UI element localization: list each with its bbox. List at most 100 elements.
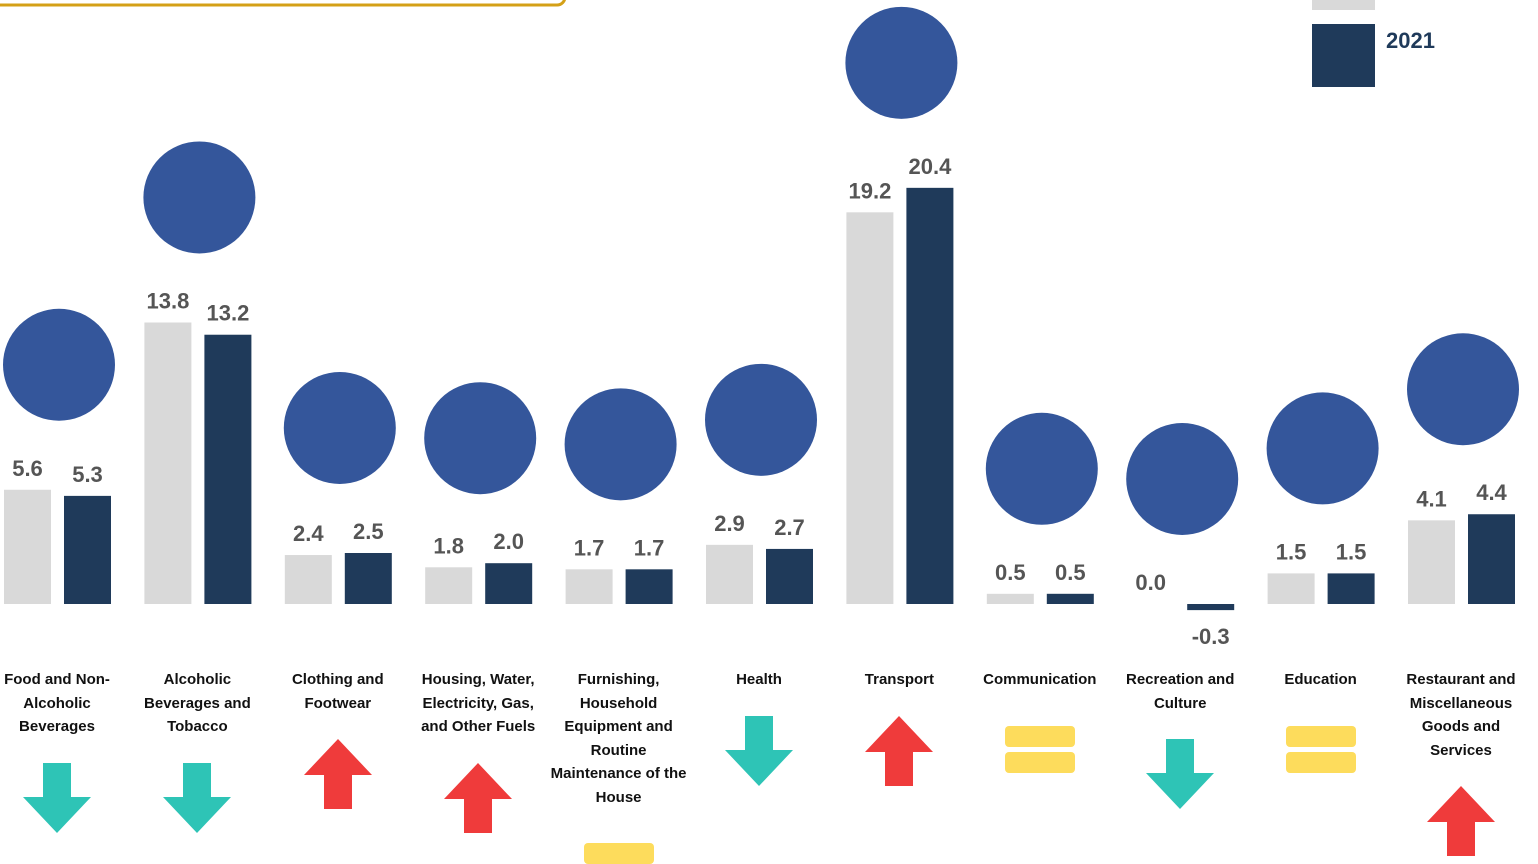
infographic: 5.65.313.813.22.42.51.82.01.71.72.92.719…	[0, 0, 1538, 864]
equal-bar	[1286, 726, 1356, 747]
trend-icon	[302, 737, 374, 811]
category-label: Communication	[983, 668, 1096, 692]
up-arrow	[865, 716, 933, 786]
bar	[566, 569, 613, 604]
category: Alcoholic Beverages and Tobacco	[128, 668, 266, 835]
trend-icon	[442, 761, 514, 835]
equal-bar	[1286, 752, 1356, 773]
value-label: 0.5	[995, 560, 1026, 585]
bar	[846, 212, 893, 604]
category-label: Food and Non-Alcoholic Beverages	[0, 668, 126, 739]
value-label: 1.7	[634, 535, 665, 560]
category-label: Alcoholic Beverages and Tobacco	[128, 668, 266, 739]
bar	[626, 569, 673, 604]
category: Restaurant and Miscellaneous Goods and S…	[1392, 668, 1530, 858]
category-icon	[3, 309, 115, 421]
category-label: Restaurant and Miscellaneous Goods and S…	[1392, 668, 1530, 762]
value-label: 2.9	[714, 511, 745, 536]
bar	[1187, 604, 1234, 610]
value-label: 4.4	[1476, 480, 1507, 505]
value-label: 2.0	[493, 529, 524, 554]
category: Food and Non-Alcoholic Beverages	[0, 668, 126, 835]
category-icon	[986, 413, 1098, 525]
category: Recreation and Culture	[1111, 668, 1249, 811]
up-arrow	[1427, 786, 1495, 856]
bar	[204, 335, 251, 604]
value-label: 2.4	[293, 521, 324, 546]
trend-icon	[21, 761, 93, 835]
value-label: 4.1	[1416, 486, 1447, 511]
equal-bar	[1005, 726, 1075, 747]
value-label: 1.7	[574, 535, 605, 560]
legend-swatch	[1312, 24, 1375, 87]
bar	[1408, 520, 1455, 604]
bar	[345, 553, 392, 604]
legend-swatch	[1312, 0, 1375, 10]
value-label: 1.5	[1336, 539, 1367, 564]
bar	[1328, 573, 1375, 604]
category-label: Health	[736, 668, 782, 692]
value-label: 2.5	[353, 519, 384, 544]
value-label: 2.7	[774, 515, 805, 540]
value-label: 5.6	[12, 456, 43, 481]
down-arrow	[1146, 739, 1214, 809]
bar	[485, 563, 532, 604]
value-label: -0.3	[1192, 624, 1230, 649]
category-icon	[424, 382, 536, 494]
value-label: 1.5	[1276, 539, 1307, 564]
down-arrow	[23, 763, 91, 833]
category-label: Education	[1284, 668, 1357, 692]
value-label: 20.4	[908, 154, 952, 179]
category-label: Furnishing, Household Equipment and Rout…	[550, 668, 688, 809]
category: Housing, Water, Electricity, Gas, and Ot…	[409, 668, 547, 835]
bar	[64, 496, 111, 604]
category-icon	[284, 372, 396, 484]
bar	[1468, 514, 1515, 604]
trend-icon	[1144, 737, 1216, 811]
trend-icon	[583, 831, 655, 864]
value-label: 13.8	[146, 288, 189, 313]
trend-icon	[723, 714, 795, 788]
value-label: 1.8	[433, 533, 464, 558]
trend-icon	[863, 714, 935, 788]
bar	[4, 490, 51, 604]
category-icon	[1407, 333, 1519, 445]
value-label: 0.5	[1055, 560, 1086, 585]
header-bar	[0, 0, 565, 5]
category: Health	[690, 668, 828, 788]
category-icon	[705, 364, 817, 476]
category-label: Transport	[865, 668, 934, 692]
category-label: Clothing and Footwear	[269, 668, 407, 715]
bar	[906, 188, 953, 604]
bar	[144, 322, 191, 604]
value-label: 13.2	[206, 301, 249, 326]
legend-label: 2021	[1386, 29, 1536, 53]
bar	[766, 549, 813, 604]
down-arrow	[725, 716, 793, 786]
category: Communication	[971, 668, 1109, 788]
category-label: Recreation and Culture	[1111, 668, 1249, 715]
trend-icon	[161, 761, 233, 835]
category: Transport	[830, 668, 968, 788]
bar	[706, 545, 753, 604]
category-icon	[143, 141, 255, 253]
bar	[425, 567, 472, 604]
category: Education	[1252, 668, 1390, 788]
category: Clothing and Footwear	[269, 668, 407, 811]
bar	[987, 594, 1034, 604]
bar	[1268, 573, 1315, 604]
value-label: 0.0	[1135, 570, 1166, 595]
category: Furnishing, Household Equipment and Rout…	[550, 668, 688, 864]
trend-icon	[1425, 784, 1497, 858]
trend-icon	[1004, 714, 1076, 788]
up-arrow	[444, 763, 512, 833]
down-arrow	[163, 763, 231, 833]
up-arrow	[304, 739, 372, 809]
equal-bar	[584, 843, 654, 864]
category-label: Housing, Water, Electricity, Gas, and Ot…	[409, 668, 547, 739]
bar	[1047, 594, 1094, 604]
category-icon	[565, 388, 677, 500]
equal-bar	[1005, 752, 1075, 773]
value-label: 19.2	[848, 178, 891, 203]
category-icon	[1267, 392, 1379, 504]
